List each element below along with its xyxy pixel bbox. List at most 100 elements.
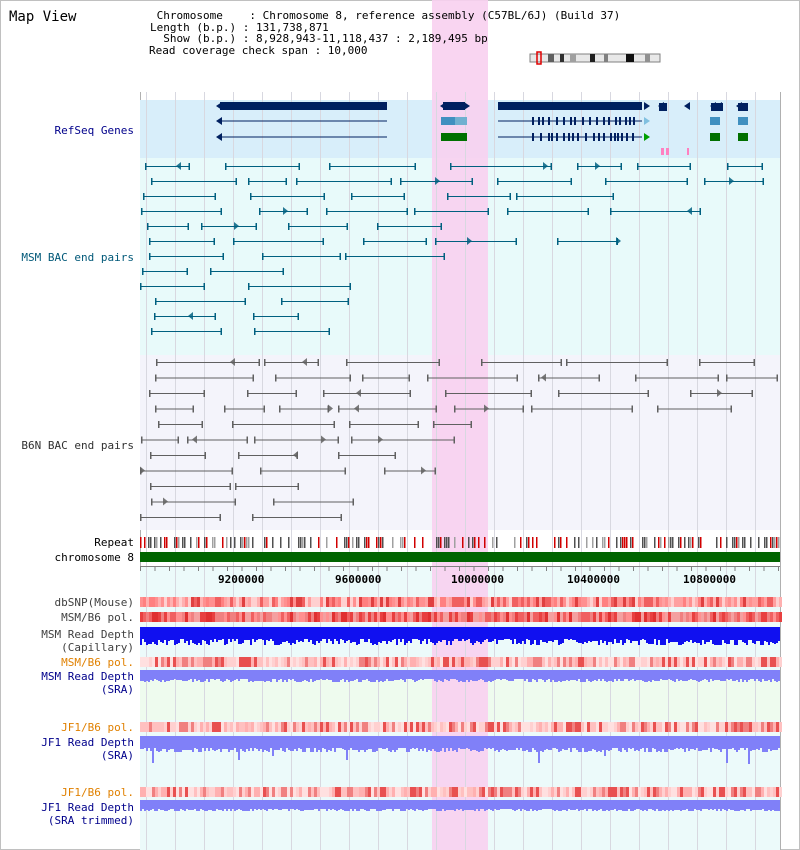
jf1-depth-trim-bar <box>306 800 308 810</box>
jf1-b6-pol-heat-cell <box>686 722 689 732</box>
jf1-b6-pol2-heat-cell <box>725 787 728 797</box>
msm-bac-end <box>686 178 688 185</box>
msm-depth-cap-bar <box>178 627 180 643</box>
msm-depth-cap-bar <box>276 627 278 645</box>
track-label-msm-depth-sra[interactable]: MSM Read Depth <box>41 670 134 683</box>
jf1-b6-pol-heat-cell <box>506 722 509 732</box>
jf1-b6-pol-heat-cell <box>164 722 167 732</box>
b6n-bac-end <box>258 359 260 366</box>
track-label-jf1-b6-pol-2[interactable]: JF1/B6 pol. <box>61 786 134 799</box>
track-label-b6n-bac[interactable]: B6N BAC end pairs <box>21 439 134 452</box>
msm-depth-sra-bar <box>418 670 420 680</box>
jf1-depth-trim-bar <box>656 800 658 809</box>
msm-b6-pol-heat-cell <box>227 612 230 622</box>
jf1-depth-trim-bar <box>422 800 424 811</box>
jf1-b6-pol2-heat-cell <box>656 787 659 797</box>
msm-bac-end <box>149 238 151 245</box>
jf1-b6-pol-heat-cell <box>257 722 260 732</box>
track-label-dbsnp[interactable]: dbSNP(Mouse) <box>54 596 134 609</box>
msm-bac-end <box>281 298 283 305</box>
dbsnp-heat-cell <box>638 597 641 607</box>
jf1-depth-trim-bar <box>212 800 214 811</box>
jf1-b6-pol2-heat-cell <box>233 787 236 797</box>
dbsnp-heat-cell <box>320 597 323 607</box>
msm-bac-end <box>450 163 452 170</box>
jf1-b6-pol-heat-cell <box>536 722 539 732</box>
msm-bac-end <box>346 223 348 230</box>
repeat-element <box>198 537 200 548</box>
jf1-b6-pol2-heat-cell <box>185 787 188 797</box>
msm-depth-cap-bar <box>170 627 172 640</box>
msm-b6-pol2-heat-cell <box>482 657 485 667</box>
msm-depth-sra-bar <box>174 670 176 679</box>
msm-b6-pol2-heat-cell <box>746 657 749 667</box>
track-label-jf1-depth-sra[interactable]: JF1 Read Depth <box>41 736 134 749</box>
msm-depth-sra-bar <box>654 670 656 681</box>
jf1-depth-trim-bar <box>776 800 778 811</box>
b6n-bac-end <box>776 374 778 382</box>
jf1-depth-trim-bar <box>464 800 466 810</box>
track-label-msm-b6-pol-2[interactable]: MSM/B6 pol. <box>61 656 134 669</box>
jf1-depth-trim-bar <box>142 800 144 809</box>
msm-depth-sra-bar <box>440 670 442 681</box>
msm-b6-pol-heat-cell <box>587 612 590 622</box>
dbsnp-heat-cell <box>179 597 182 607</box>
msm-depth-cap-bar <box>496 627 498 644</box>
msm-depth-sra-bar <box>682 670 684 681</box>
jf1-b6-pol2-heat-cell <box>698 787 701 797</box>
msm-bac-end <box>637 163 639 170</box>
msm-depth-cap-bar <box>330 627 332 641</box>
jf1-b6-pol2-heat-cell <box>356 787 359 797</box>
track-label-msm-b6-pol-1[interactable]: MSM/B6 pol. <box>61 611 134 624</box>
jf1-b6-pol2-heat-cell <box>200 787 203 797</box>
msm-b6-pol2-heat-cell <box>449 657 452 667</box>
msm-depth-sra-bar <box>636 670 638 680</box>
track-label-chromosome[interactable]: chromosome 8 <box>54 551 134 564</box>
jf1-b6-pol2-heat-cell <box>638 787 641 797</box>
jf1-depth-trim-bar <box>732 800 734 810</box>
dbsnp-heat-cell <box>557 597 560 607</box>
msm-depth-sra-bar <box>310 670 312 679</box>
msm-depth-sra-bar <box>550 670 552 682</box>
msm-depth-sra-bar <box>344 670 346 682</box>
chromosome-info: Chromosome : Chromosome 8, reference ass… <box>150 9 621 22</box>
jf1-depth-trim-bar <box>270 800 272 809</box>
msm-depth-sra-bar <box>478 670 480 680</box>
msm-depth-cap-bar <box>228 627 230 639</box>
jf1-b6-pol-heat-cell <box>647 722 650 732</box>
jf1-depth-trim-bar <box>340 800 342 809</box>
track-label-refseq[interactable]: RefSeq Genes <box>54 124 134 137</box>
dbsnp-heat-cell <box>584 597 587 607</box>
jf1-b6-pol-heat-cell <box>470 722 473 732</box>
msm-depth-cap-bar <box>590 627 592 642</box>
msm-b6-pol2-heat-cell <box>239 657 242 667</box>
msm-depth-sra-bar <box>720 670 722 681</box>
msm-b6-pol2-heat-cell <box>614 657 617 667</box>
track-label-jf1-b6-pol-1[interactable]: JF1/B6 pol. <box>61 721 134 734</box>
repeat-element <box>280 537 282 548</box>
jf1-b6-pol2-heat-cell <box>491 787 494 797</box>
jf1-b6-pol-heat-cell <box>359 722 362 732</box>
jf1-depth-trim-bar <box>488 800 490 809</box>
jf1-depth-trim-bar <box>506 800 508 809</box>
track-label-repeat[interactable]: Repeat <box>94 536 134 549</box>
msm-depth-cap-bar <box>408 627 410 641</box>
msm-b6-pol-heat-cell <box>452 612 455 622</box>
msm-depth-sra-bar <box>388 670 390 681</box>
jf1-b6-pol2-heat-cell <box>629 787 632 797</box>
jf1-b6-pol2-heat-cell <box>386 787 389 797</box>
msm-depth-sra-bar <box>298 670 300 682</box>
msm-depth-cap-bar <box>434 627 436 645</box>
msm-depth-sra-bar <box>382 670 384 682</box>
refseq-exon <box>538 117 540 125</box>
jf1-depth-trim-bar <box>748 800 750 809</box>
jf1-depth-trim-bar <box>256 800 258 810</box>
msm-b6-pol2-heat-cell <box>656 657 659 667</box>
jf1-b6-pol-heat-cell <box>515 722 518 732</box>
jf1-depth-trim-bar <box>392 800 394 811</box>
track-label-msm-depth-cap[interactable]: MSM Read Depth <box>41 628 134 641</box>
track-label-jf1-depth-trim[interactable]: JF1 Read Depth <box>41 801 134 814</box>
msm-b6-pol-heat-cell <box>143 612 146 622</box>
track-label-msm-bac[interactable]: MSM BAC end pairs <box>21 251 134 264</box>
